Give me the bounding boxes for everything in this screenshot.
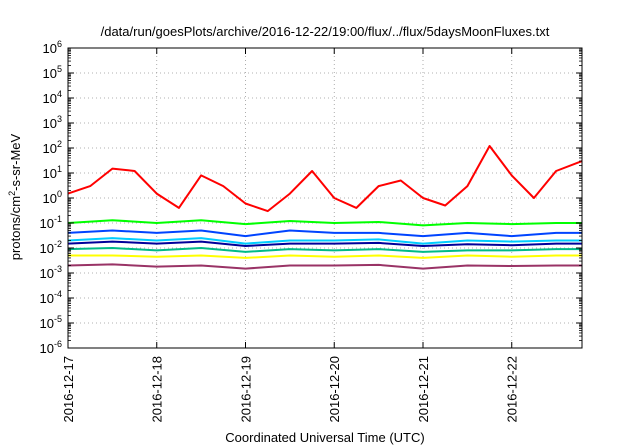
x-axis-label: Coordinated Universal Time (UTC) (225, 430, 424, 445)
series-lines (67, 145, 583, 270)
y-tick-label: 104 (43, 89, 62, 106)
y-tick-label: 106 (43, 39, 62, 56)
axis-ticks (67, 47, 582, 349)
x-tick-label: 2016-12-20 (327, 356, 342, 423)
series-line (67, 219, 582, 227)
y-tick-label: 10-2 (40, 239, 62, 256)
y-tick-label: 10-3 (40, 264, 62, 281)
y-tick-label: 105 (43, 64, 62, 81)
y-tick-label: 10-4 (40, 289, 62, 306)
y-tick-label: 101 (43, 164, 62, 181)
y-tick-label: 103 (43, 114, 62, 131)
y-tick-label: 10-5 (40, 314, 62, 331)
chart-title: /data/run/goesPlots/archive/2016-12-22/1… (101, 24, 550, 39)
x-tick-labels: 2016-12-17 2016-12-18 2016-12-19 2016-12-20… (61, 356, 520, 423)
series-line (67, 263, 582, 270)
x-tick-label: 2016-12-17 (61, 356, 76, 423)
y-tick-label: 10-1 (40, 214, 62, 231)
series-line (67, 240, 582, 247)
y-tick-label: 102 (43, 139, 62, 156)
y-axis-label: protons/cm2-s-sr-MeV (7, 133, 23, 260)
series-line (68, 254, 582, 259)
series-line (67, 237, 582, 245)
x-tick-label: 2016-12-21 (416, 356, 431, 423)
x-tick-label: 2016-12-22 (505, 356, 520, 423)
x-tick-label: 2016-12-19 (238, 356, 253, 423)
y-tick-labels: 10-6 10-5 10-4 10-3 10-2 10-1 100 101 102 103 104 1… (40, 39, 62, 356)
grid (68, 48, 582, 348)
y-tick-label: 10-6 (40, 339, 62, 356)
y-tick-label: 100 (43, 189, 62, 206)
series-line (67, 145, 583, 213)
series-line (67, 229, 582, 238)
series-line (67, 247, 582, 253)
x-tick-label: 2016-12-18 (150, 356, 165, 423)
